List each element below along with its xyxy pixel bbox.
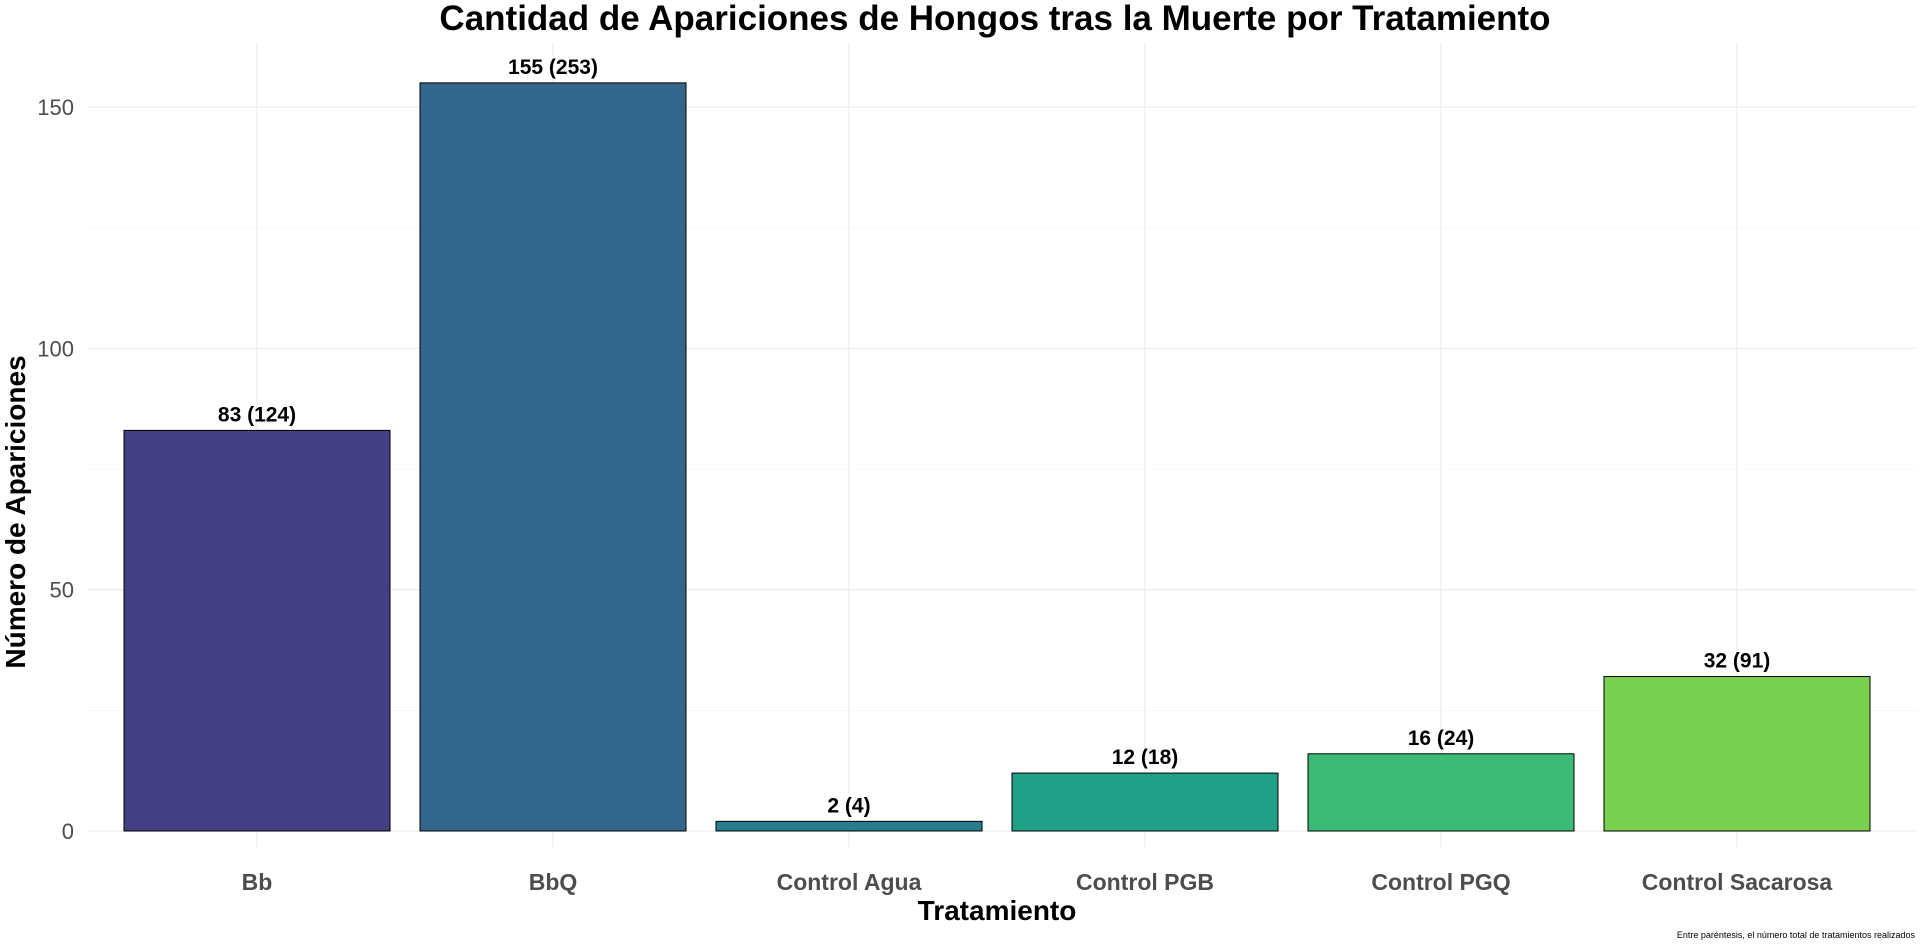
y-tick-label: 100	[37, 336, 74, 361]
y-tick-label: 150	[37, 95, 74, 120]
y-tick-label: 0	[62, 819, 74, 844]
bar	[419, 82, 687, 832]
y-axis-ticks: 0 50 100 150	[37, 95, 74, 844]
x-axis-title: Tratamiento	[918, 895, 1077, 926]
x-tick-label: Control PGB	[1076, 869, 1214, 895]
x-tick-label: Control PGQ	[1371, 869, 1510, 895]
x-tick-label: BbQ	[529, 869, 578, 895]
chart-title: Cantidad de Apariciones de Hongos tras l…	[439, 0, 1550, 38]
data-label: 155 (253)	[508, 56, 598, 79]
y-axis-title: Número de Apariciones	[0, 355, 31, 668]
data-label: 12 (18)	[1112, 746, 1179, 769]
x-tick-label: Control Sacarosa	[1642, 869, 1833, 895]
data-label: 83 (124)	[218, 403, 296, 426]
bar	[1307, 753, 1575, 832]
bars	[123, 82, 1871, 832]
bar	[1011, 772, 1279, 832]
data-label: 32 (91)	[1704, 650, 1771, 673]
y-tick-label: 50	[50, 578, 74, 603]
x-axis-ticks: Bb BbQ Control Agua Control PGB Control PGQ C…	[242, 869, 1833, 895]
caption: Entre paréntesis, el número total de tra…	[1677, 930, 1916, 940]
data-label: 2 (4)	[827, 794, 870, 817]
x-tick-label: Bb	[242, 869, 273, 895]
x-tick-label: Control Agua	[777, 869, 922, 895]
bar	[1603, 676, 1871, 832]
data-labels: 83 (124) 155 (253) 2 (4) 12 (18) 16 (24) 32 (…	[218, 56, 1770, 817]
data-label: 16 (24)	[1408, 727, 1475, 750]
bar	[715, 820, 983, 832]
bar	[123, 429, 391, 832]
